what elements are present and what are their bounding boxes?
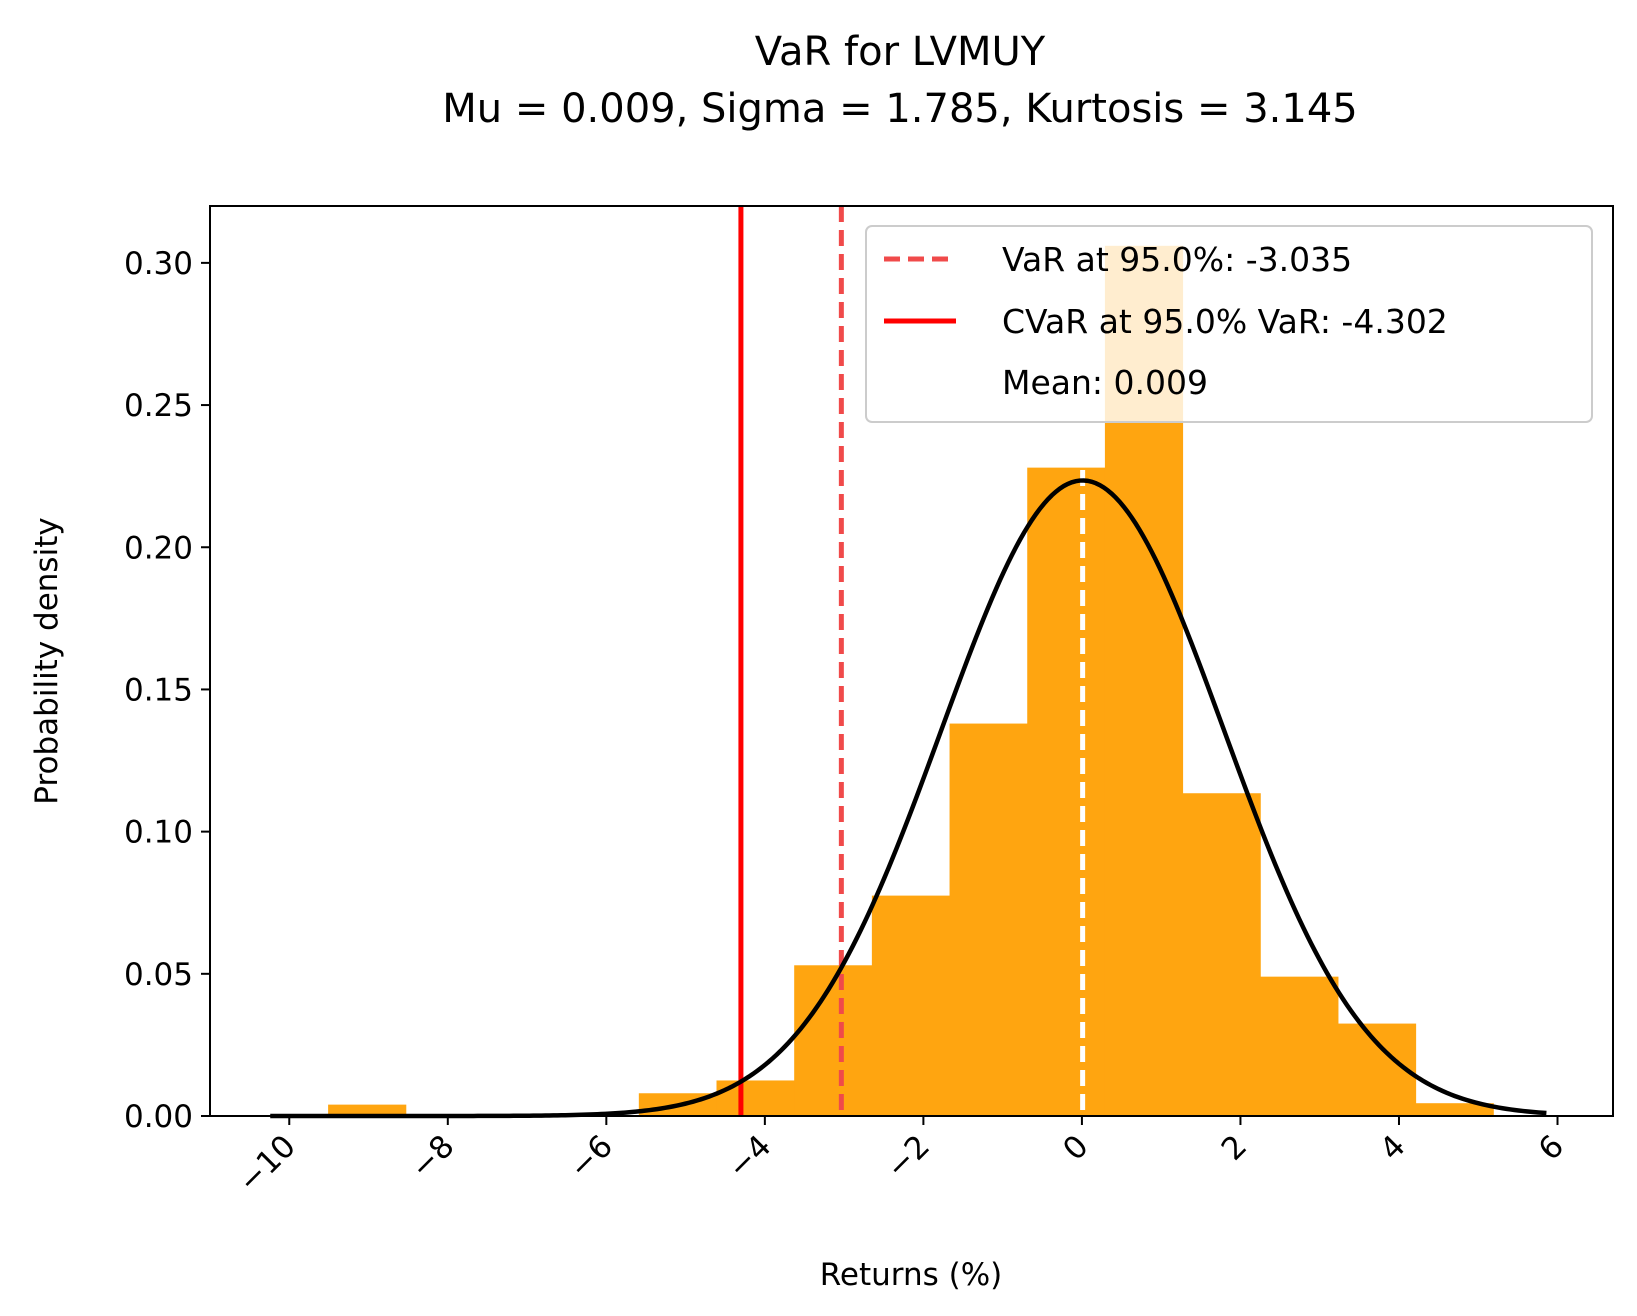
- histogram-bar: [1260, 976, 1339, 1116]
- histogram-bar: [871, 895, 951, 1116]
- histogram-bar: [328, 1104, 407, 1116]
- histogram-bar: [1027, 467, 1106, 1116]
- legend-label-cvar: CVaR at 95.0% VaR: -4.302: [1002, 302, 1448, 341]
- chart-title: VaR for LVMUY: [755, 29, 1046, 75]
- histogram-bar: [949, 723, 1028, 1116]
- x-axis-label: Returns (%): [820, 1257, 1003, 1293]
- legend-box: [865, 225, 1593, 423]
- histogram-bar: [1415, 1103, 1494, 1116]
- histogram-bar: [716, 1080, 795, 1116]
- y-axis-ticks: 0.00 0.05 0.10 0.15 0.20 0.25 0.30: [124, 246, 210, 1135]
- histogram-bar: [1182, 793, 1261, 1116]
- plot-frame: [209, 205, 1614, 1117]
- y-axis-label: Probability density: [29, 517, 65, 804]
- legend: VaR at 95.0%: -3.035 CVaR at 95.0% VaR: …: [865, 225, 1593, 423]
- y-tick-label: 0.00: [124, 1099, 193, 1135]
- y-tick-label: 0.15: [124, 672, 193, 708]
- histogram-bar: [794, 965, 873, 1116]
- legend-label-var: VaR at 95.0%: -3.035: [1002, 240, 1352, 279]
- y-tick-label: 0.30: [124, 246, 193, 282]
- y-tick-label: 0.05: [124, 957, 193, 993]
- chart-subtitle: Mu = 0.009, Sigma = 1.785, Kurtosis = 3.…: [442, 86, 1357, 132]
- legend-label-mean: Mean: 0.009: [1002, 363, 1208, 402]
- y-tick-label: 0.25: [124, 388, 193, 424]
- y-tick-label: 0.20: [124, 530, 193, 566]
- y-tick-label: 0.10: [124, 815, 193, 851]
